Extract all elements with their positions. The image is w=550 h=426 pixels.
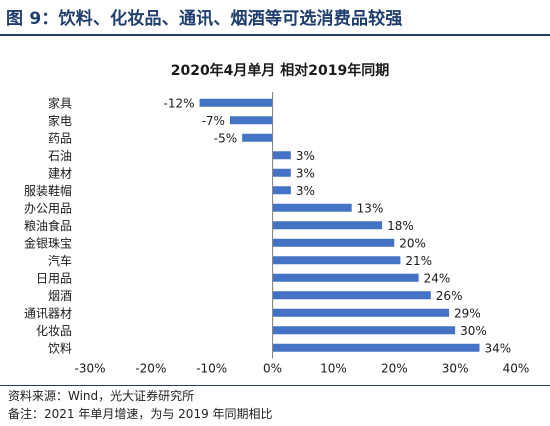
data-label: 3%	[296, 149, 315, 163]
bar	[272, 291, 431, 300]
x-tick-label: 0%	[263, 362, 282, 376]
bar	[272, 151, 291, 160]
category-label: 家电	[48, 113, 72, 128]
x-tick-label: 30%	[442, 362, 469, 376]
category-label: 服装鞋帽	[24, 183, 72, 198]
data-label: 30%	[460, 324, 487, 338]
bar	[272, 238, 395, 247]
bar	[272, 256, 401, 265]
category-label: 粮油食品	[24, 218, 72, 233]
chart-title: 2020年4月单月 相对2019年同期	[171, 62, 390, 79]
data-label: 20%	[399, 236, 426, 250]
category-label: 药品	[48, 131, 72, 145]
category-label: 饮料	[48, 341, 72, 355]
data-label: 13%	[357, 201, 384, 215]
category-label: 建材	[48, 166, 72, 180]
data-label: 24%	[424, 271, 451, 285]
x-tick-label: -20%	[135, 362, 166, 376]
bar	[272, 273, 419, 282]
bar	[272, 308, 450, 317]
footer-divider	[0, 385, 550, 386]
data-label: 3%	[296, 166, 315, 180]
data-label: 3%	[296, 184, 315, 198]
category-label: 金银珠宝	[24, 235, 72, 250]
bar	[272, 343, 480, 352]
data-label: -5%	[214, 131, 237, 145]
data-label: -12%	[164, 96, 195, 110]
x-tick-label: 20%	[381, 362, 408, 376]
category-label: 烟酒	[48, 289, 72, 303]
axis-layer: -30% -20% -10% 0% 10% 20% 30% 40%	[74, 92, 529, 376]
data-label: 29%	[454, 306, 481, 320]
category-label: 化妆品	[36, 324, 72, 338]
category-label: 家具	[48, 95, 72, 110]
bar	[272, 186, 291, 195]
category-label: 通讯器材	[24, 306, 72, 320]
title-divider	[0, 34, 550, 36]
category-label: 汽车	[48, 253, 72, 268]
bars-layer: 家具 -12% 家电 -7% 药品 -5% 石油 3% 建材 3% 服装鞋帽 3% 办公用品 13% 粮油食…	[24, 95, 511, 355]
x-tick-label: -30%	[74, 362, 105, 376]
data-label: 34%	[484, 341, 511, 355]
data-label: 21%	[405, 254, 432, 268]
data-label: -7%	[202, 114, 225, 128]
figure-title: 图 9：饮料、化妆品、通讯、烟酒等可选消费品较强	[6, 9, 403, 29]
bar	[272, 221, 383, 230]
bar	[272, 203, 352, 212]
bar	[229, 116, 273, 125]
category-label: 日用品	[36, 271, 72, 285]
remark-note: 备注：2021 年单月增速，为与 2019 年同期相比	[8, 407, 273, 421]
bar	[272, 168, 291, 177]
bar	[199, 98, 273, 107]
category-label: 石油	[48, 149, 72, 163]
x-tick-label: 40%	[503, 362, 530, 376]
bar	[272, 326, 456, 335]
source-note: 资料来源：Wind，光大证券研究所	[8, 389, 195, 403]
bar	[242, 133, 273, 142]
data-label: 18%	[387, 219, 414, 233]
category-label: 办公用品	[24, 200, 72, 215]
x-tick-label: -10%	[196, 362, 227, 376]
bar-chart: 2020年4月单月 相对2019年同期 家具 -12% 家电 -7% 药品 -5% 石油 3%…	[24, 62, 529, 376]
data-label: 26%	[436, 289, 463, 303]
x-tick-label: 10%	[320, 362, 347, 376]
